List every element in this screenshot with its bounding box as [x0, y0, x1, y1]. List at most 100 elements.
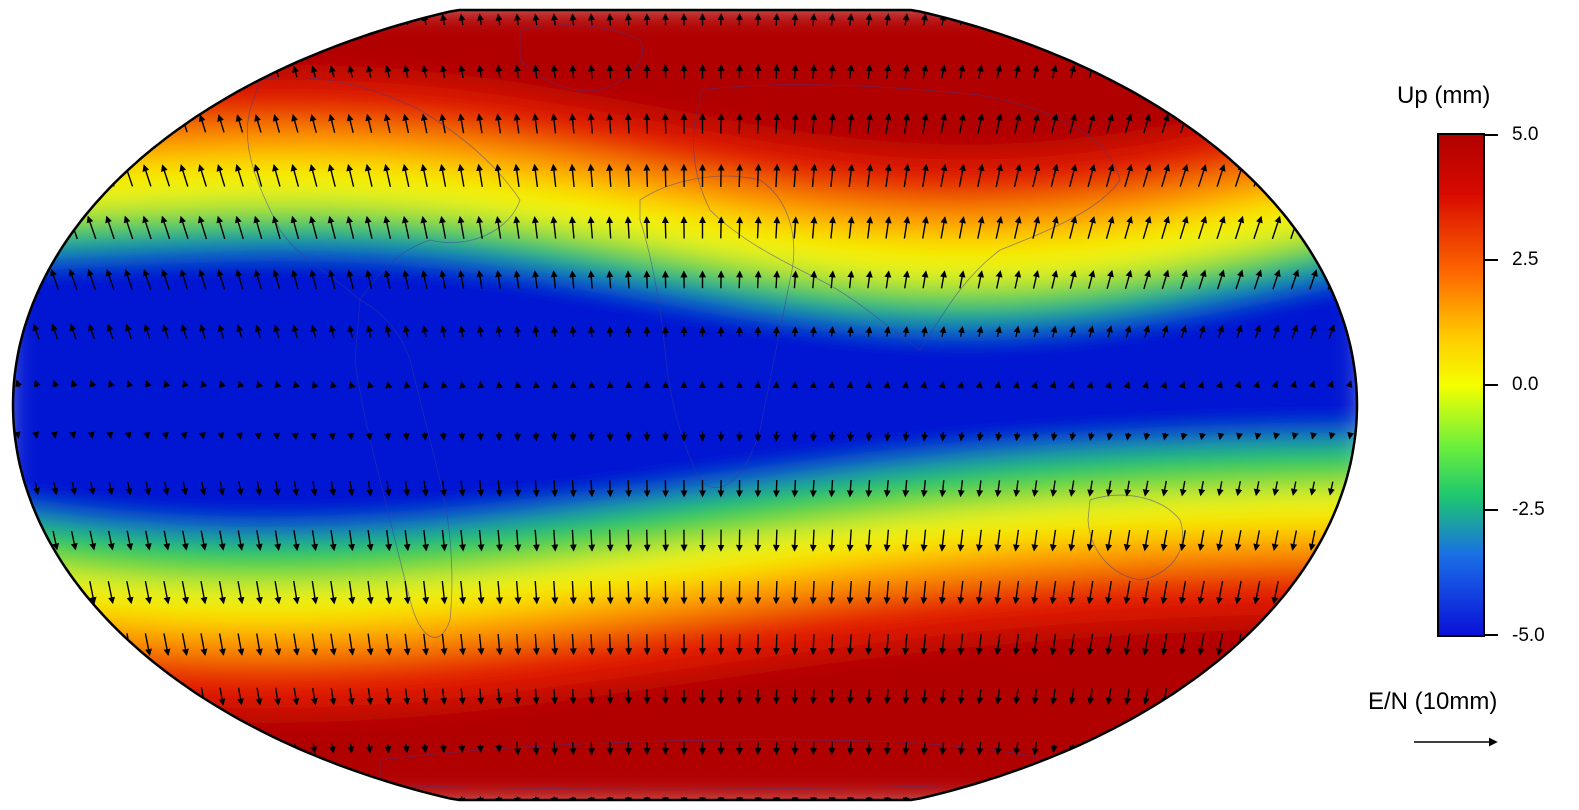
displacement-arrow: [606, 634, 614, 656]
displacement-arrow: [1087, 163, 1096, 187]
displacement-arrow: [958, 163, 966, 188]
displacement-arrow: [1198, 743, 1206, 754]
displacement-arrow: [33, 530, 41, 551]
displacement-arrow: [198, 269, 207, 290]
displacement-arrow: [809, 529, 817, 552]
displacement-arrow: [13, 268, 23, 291]
displacement-arrow: [1309, 14, 1316, 25]
displacement-arrow: [1124, 432, 1132, 441]
displacement-arrow: [866, 113, 873, 134]
displacement-arrow: [1235, 113, 1244, 133]
displacement-arrow: [273, 481, 281, 496]
displacement-arrow: [1106, 796, 1114, 800]
displacement-arrow: [385, 530, 393, 552]
displacement-arrow: [1198, 687, 1205, 706]
displacement-arrow: [1143, 796, 1151, 800]
displacement-arrow: [495, 325, 503, 338]
displacement-arrow: [1049, 381, 1057, 389]
displacement-arrow: [643, 113, 651, 134]
displacement-arrow: [420, 215, 428, 239]
displacement-arrow: [1271, 633, 1279, 656]
displacement-arrow: [1013, 480, 1021, 497]
displacement-arrow: [364, 215, 373, 239]
displacement-arrow: [70, 742, 77, 755]
displacement-arrow: [1124, 215, 1133, 239]
displacement-arrow: [290, 215, 300, 240]
displacement-arrow: [884, 216, 892, 239]
displacement-arrow: [939, 796, 947, 800]
displacement-arrow: [846, 689, 854, 705]
displacement-arrow: [1327, 633, 1335, 656]
displacement-arrow: [1032, 796, 1040, 800]
displacement-arrow: [847, 216, 855, 239]
displacement-arrow: [903, 216, 911, 239]
displacement-arrow: [791, 634, 799, 656]
displacement-arrow: [1345, 164, 1356, 187]
displacement-arrow: [791, 479, 799, 498]
displacement-arrow: [88, 742, 96, 755]
displacement-arrow: [1142, 688, 1150, 706]
displacement-arrow: [142, 268, 152, 290]
displacement-arrow: [366, 480, 374, 497]
displacement-arrow: [957, 480, 965, 498]
displacement-arrow: [218, 580, 226, 605]
displacement-arrow: [494, 163, 502, 188]
displacement-arrow: [272, 269, 281, 290]
displacement-arrow: [939, 480, 947, 498]
displacement-arrow: [311, 633, 319, 656]
displacement-arrow: [569, 13, 577, 26]
displacement-arrow: [403, 688, 411, 706]
displacement-arrow: [1309, 481, 1317, 496]
displacement-arrow: [939, 688, 947, 705]
displacement-arrow: [1366, 116, 1370, 132]
displacement-arrow: [86, 164, 97, 187]
displacement-arrow: [15, 379, 23, 388]
displacement-arrow: [70, 530, 78, 551]
displacement-arrow: [161, 431, 169, 440]
displacement-arrow: [606, 325, 614, 337]
displacement-arrow: [977, 216, 985, 239]
displacement-arrow: [440, 529, 448, 552]
displacement-arrow: [293, 380, 300, 389]
displacement-arrow: [439, 64, 447, 79]
displacement-arrow: [495, 270, 502, 289]
displacement-arrow: [421, 432, 429, 441]
displacement-arrow: [976, 742, 984, 756]
displacement-arrow: [1367, 482, 1370, 494]
displacement-arrow: [606, 580, 614, 605]
displacement-arrow: [1235, 14, 1243, 25]
displacement-arrow: [1161, 324, 1169, 338]
displacement-arrow: [1013, 13, 1021, 26]
displacement-arrow: [144, 66, 152, 77]
displacement-arrow: [200, 380, 208, 388]
displacement-arrow: [237, 380, 245, 389]
displacement-arrow: [846, 479, 854, 498]
displacement-arrow: [1327, 215, 1337, 240]
displacement-arrow: [494, 216, 502, 239]
displacement-arrow: [254, 432, 262, 440]
displacement-arrow: [384, 480, 392, 497]
displacement-arrow: [1291, 795, 1299, 800]
displacement-arrow: [828, 689, 836, 705]
displacement-arrow: [125, 66, 133, 77]
displacement-arrow: [366, 530, 374, 552]
displacement-arrow: [606, 216, 614, 239]
displacement-arrow: [476, 269, 484, 289]
displacement-arrow: [1198, 324, 1206, 339]
displacement-arrow: [383, 163, 392, 187]
displacement-arrow: [1198, 269, 1207, 290]
displacement-arrow: [199, 65, 207, 77]
displacement-arrow: [1271, 530, 1279, 551]
displacement-arrow: [1068, 480, 1076, 497]
displacement-arrow: [1216, 14, 1224, 25]
displacement-arrow: [476, 796, 484, 800]
displacement-arrow: [1345, 687, 1353, 706]
displacement-arrow: [328, 743, 336, 754]
displacement-arrow: [310, 481, 318, 497]
displacement-arrow: [883, 689, 891, 705]
displacement-arrow: [1031, 633, 1039, 656]
displacement-arrow: [33, 482, 40, 495]
displacement-arrow: [107, 742, 114, 755]
displacement-arrow: [902, 480, 910, 498]
displacement-arrow: [994, 634, 1002, 656]
